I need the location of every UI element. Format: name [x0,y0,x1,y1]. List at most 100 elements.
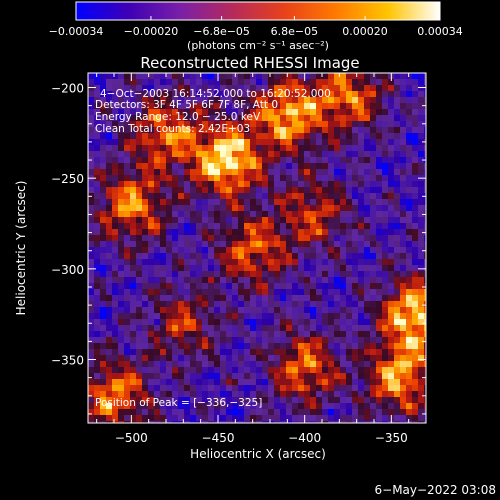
heatmap-cell [88,277,95,284]
heatmap-cell [280,373,287,380]
heatmap-cell [280,367,287,374]
heatmap-cell [262,355,269,362]
heatmap-cell [238,175,245,182]
heatmap-cell [112,169,119,176]
heatmap-cell [280,331,287,338]
heatmap-cell [418,271,425,278]
heatmap-cell [406,373,413,380]
heatmap-cell [256,157,263,164]
heatmap-cell [346,325,353,332]
heatmap-cell [232,199,239,206]
heatmap-cell [280,343,287,350]
heatmap-cell [310,211,317,218]
heatmap-cell [310,199,317,206]
heatmap-cell [286,361,293,368]
heatmap-cell [340,397,347,404]
heatmap-cell [268,151,275,158]
heatmap-cell [214,127,221,134]
heatmap-cell [352,151,359,158]
heatmap-cell [268,211,275,218]
heatmap-cell [256,409,263,416]
heatmap-cell [418,235,425,242]
heatmap-cell [406,169,413,176]
heatmap-cell [202,229,209,236]
heatmap-cell [286,373,293,380]
heatmap-cell [232,157,239,164]
heatmap-cell [196,223,203,230]
heatmap-cell [238,91,245,98]
heatmap-cell [352,229,359,236]
heatmap-cell [370,151,377,158]
heatmap-cell [202,349,209,356]
heatmap-cell [190,145,197,152]
heatmap-cell [190,259,197,266]
heatmap-cell [358,421,365,423]
heatmap-cell [400,193,407,200]
heatmap-cell [130,265,137,272]
heatmap-cell [388,157,395,164]
heatmap-cell [160,157,167,164]
heatmap-cell [118,73,125,80]
heatmap-cell [88,373,95,380]
heatmap-cell [196,85,203,92]
heatmap-cell [310,175,317,182]
heatmap-cell [364,373,371,380]
heatmap-cell [310,103,317,110]
heatmap-cell [262,307,269,314]
heatmap-cell [172,355,179,362]
heatmap-cell [268,415,275,422]
heatmap-cell [298,73,305,80]
heatmap-cell [424,271,426,278]
heatmap-cell [262,391,269,398]
heatmap-cell [226,307,233,314]
heatmap-cell [262,133,269,140]
heatmap-cell [238,259,245,266]
heatmap-cell [388,259,395,266]
heatmap-cell [412,247,419,254]
heatmap-cell [112,133,119,140]
heatmap-cell [328,295,335,302]
heatmap-cell [364,343,371,350]
heatmap-cell [334,259,341,266]
heatmap-cell [298,325,305,332]
heatmap-cell [262,379,269,386]
heatmap-cell [244,331,251,338]
heatmap-cell [340,115,347,122]
heatmap-cell [106,97,113,104]
heatmap-cell [412,133,419,140]
heatmap-cell [220,295,227,302]
heatmap-cell [394,163,401,170]
heatmap-cell [232,379,239,386]
heatmap-cell [184,79,191,86]
heatmap-cell [268,139,275,146]
heatmap-cell [388,175,395,182]
heatmap-cell [310,355,317,362]
heatmap-cell [118,109,125,116]
heatmap-cell [394,79,401,86]
heatmap-cell [100,289,107,296]
heatmap-cell [346,103,353,110]
heatmap-cell [106,283,113,290]
heatmap-cell [214,241,221,248]
heatmap-cell [274,223,281,230]
heatmap-cell [250,277,257,284]
heatmap-cell [226,295,233,302]
heatmap-cell [154,391,161,398]
heatmap-cell [358,331,365,338]
heatmap-cell [376,139,383,146]
heatmap-cell [184,259,191,266]
heatmap-cell [88,355,95,362]
heatmap-cell [352,301,359,308]
heatmap-cell [238,301,245,308]
heatmap-cell [94,241,101,248]
heatmap-cell [118,349,125,356]
colorbar-tick-label: 0.00034 [417,25,463,38]
heatmap-cell [388,169,395,176]
heatmap-cell [280,283,287,290]
heatmap-cell [220,259,227,266]
heatmap-cell [328,355,335,362]
heatmap-cell [316,103,323,110]
heatmap-cell [190,127,197,134]
heatmap-cell [382,247,389,254]
heatmap-cell [178,223,185,230]
